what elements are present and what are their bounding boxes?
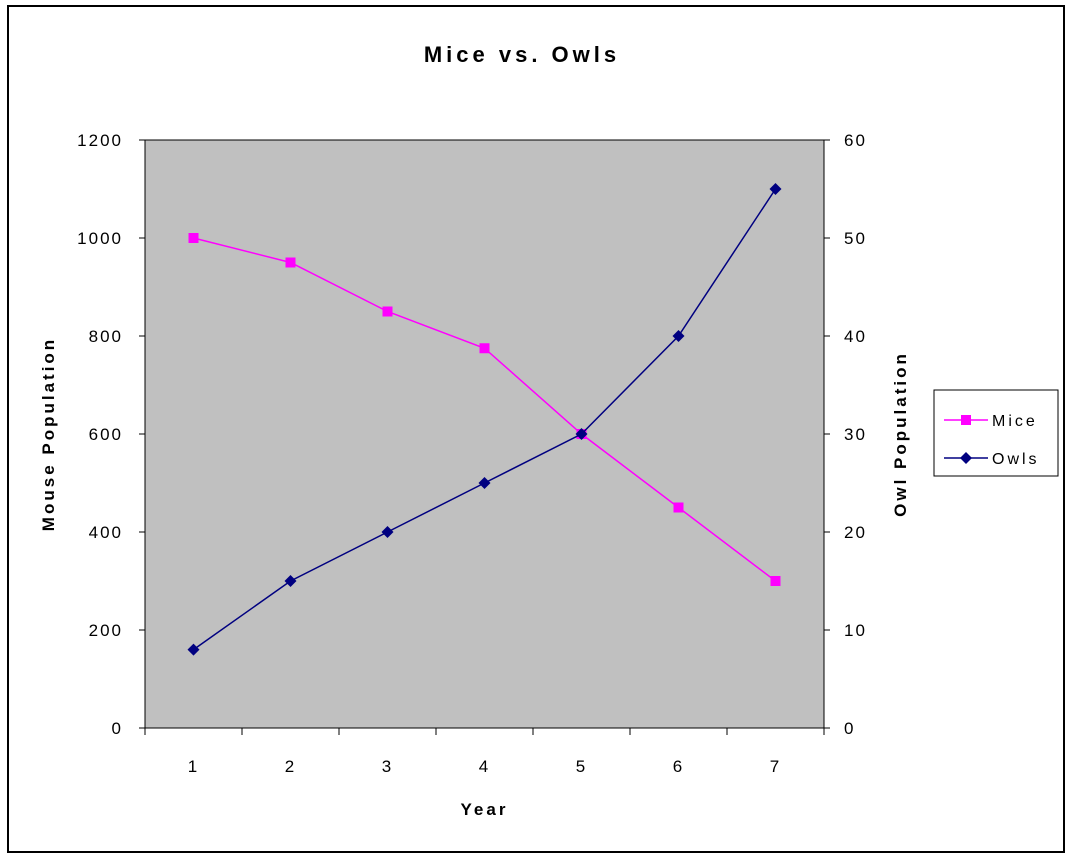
x-tick-label: 5 — [576, 757, 587, 776]
y-tick-label: 600 — [89, 425, 123, 444]
y-tick-label: 1200 — [77, 131, 123, 150]
y-axis-right: 0 10 20 30 40 50 60 — [824, 131, 867, 738]
y-tick-label: 1000 — [77, 229, 123, 248]
x-axis-label: Year — [461, 800, 509, 819]
y2-tick-label: 20 — [844, 523, 867, 542]
y2-tick-label: 0 — [844, 719, 855, 738]
x-tick-label: 2 — [285, 757, 296, 776]
x-tick-label: 3 — [382, 757, 393, 776]
x-axis: 1 2 3 4 5 6 7 — [145, 728, 824, 776]
y-tick-label: 800 — [89, 327, 123, 346]
mice-data-point — [286, 258, 296, 268]
legend-mice-marker — [961, 415, 971, 425]
x-tick-label: 6 — [673, 757, 684, 776]
y2-tick-label: 10 — [844, 621, 867, 640]
legend-owls-label: Owls — [992, 451, 1040, 468]
legend-mice-label: Mice — [992, 413, 1038, 430]
mice-data-point — [480, 343, 490, 353]
plot-area — [145, 140, 824, 728]
y-axis-left: 0 200 400 600 800 1000 1200 — [77, 131, 145, 738]
x-tick-label: 7 — [770, 757, 781, 776]
y-tick-label: 200 — [89, 621, 123, 640]
y-axis-label: Mouse Population — [39, 337, 58, 531]
y2-axis-label: Owl Population — [891, 351, 910, 517]
mice-data-point — [383, 307, 393, 317]
y2-tick-label: 30 — [844, 425, 867, 444]
y-tick-label: 400 — [89, 523, 123, 542]
y2-tick-label: 60 — [844, 131, 867, 150]
x-tick-label: 4 — [479, 757, 490, 776]
mice-data-point — [771, 576, 781, 586]
x-tick-label: 1 — [188, 757, 199, 776]
chart-title: Mice vs. Owls — [424, 42, 620, 67]
mice-data-point — [189, 233, 199, 243]
y2-tick-label: 40 — [844, 327, 867, 346]
y-tick-label: 0 — [112, 719, 123, 738]
mice-data-point — [674, 503, 684, 513]
legend: Mice Owls — [934, 390, 1058, 476]
y2-tick-label: 50 — [844, 229, 867, 248]
